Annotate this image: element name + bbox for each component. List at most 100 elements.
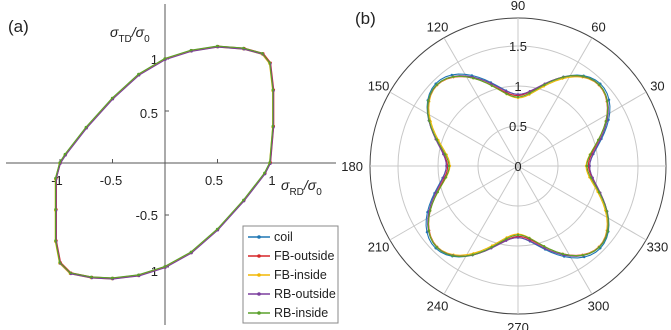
polar-point	[435, 83, 438, 86]
polar-point	[585, 164, 589, 168]
locus-point	[89, 275, 93, 279]
radial-tick-label: 1	[514, 79, 521, 94]
radial-tick-label: 0	[514, 159, 521, 174]
locus-point	[163, 57, 166, 60]
polar-point	[598, 246, 601, 249]
polar-point	[604, 120, 608, 123]
polar-point	[588, 164, 591, 168]
locus-point	[261, 52, 264, 55]
polar-spoke	[443, 165, 519, 295]
polar-point	[516, 236, 520, 239]
locus-point	[263, 171, 266, 175]
polar-point	[434, 191, 437, 194]
polar-point	[505, 237, 508, 240]
polar-point	[606, 229, 609, 233]
polar-point	[505, 92, 508, 96]
y-tick-label: 0.5	[140, 106, 158, 121]
polar-point	[605, 210, 608, 213]
polar-spoke	[517, 165, 593, 295]
polar-point	[427, 99, 430, 103]
locus-series-group	[54, 44, 276, 281]
locus-point	[242, 46, 245, 50]
locus-point	[189, 250, 193, 254]
locus-point	[271, 124, 275, 128]
polar-series-group	[425, 73, 611, 259]
polar-spoke	[389, 91, 519, 167]
polar-spoke	[517, 91, 647, 167]
locus-point	[271, 88, 275, 91]
polar-point	[588, 153, 592, 156]
legend-marker	[257, 254, 261, 258]
locus-point	[137, 273, 140, 277]
x-tick-label: 1	[268, 173, 275, 188]
locus-point	[189, 48, 193, 52]
polar-point	[606, 99, 609, 103]
locus-series-coil	[55, 45, 274, 279]
angle-tick-label: 60	[591, 20, 605, 35]
legend-label: FB-outside	[274, 249, 334, 263]
polar-point	[504, 89, 508, 93]
polar-point	[598, 83, 601, 86]
locus-point	[84, 125, 88, 129]
polar-point	[471, 253, 474, 256]
polar-point	[581, 75, 585, 78]
legend-label: FB-inside	[274, 268, 327, 282]
angle-tick-label: 240	[427, 298, 449, 313]
locus-point	[268, 161, 272, 164]
legend: coil FB-outside FB-inside RB-outside RB-insi…	[242, 225, 339, 324]
locus-point	[242, 198, 245, 202]
polar-point	[591, 176, 594, 180]
polar-grid	[369, 17, 667, 315]
locus-point	[54, 176, 57, 180]
polar-point	[436, 190, 439, 194]
locus-point	[215, 227, 219, 231]
panel-label-b: (b)	[355, 9, 376, 28]
legend-label: coil	[274, 230, 293, 244]
locus-series-RB-outside	[55, 46, 275, 280]
polar-labels: 030609012015018021024027030033000.511.5	[341, 0, 668, 330]
polar-point	[441, 176, 445, 180]
panel-label-a: (a)	[8, 17, 29, 36]
polar-point	[490, 82, 493, 85]
polar-point	[451, 75, 455, 78]
legend-marker	[257, 292, 261, 296]
polar-point	[442, 152, 445, 156]
angle-tick-label: 270	[507, 320, 529, 330]
x-axis-label: σRD/σ0	[281, 177, 322, 198]
locus-point	[163, 265, 166, 268]
locus-point	[215, 44, 219, 48]
polar-point	[581, 254, 585, 257]
polar-point	[528, 239, 532, 243]
angle-tick-label: 300	[588, 298, 610, 313]
polar-panel: (b) 030609012015018021024027030033000.51…	[341, 0, 668, 330]
legend-label: RB-outside	[274, 287, 336, 301]
polar-point	[543, 83, 546, 87]
y-axis-label: σTD/σ0	[110, 24, 150, 45]
polar-point	[435, 138, 439, 141]
locus-point	[58, 161, 61, 164]
polar-point	[427, 229, 430, 233]
locus-point	[68, 271, 72, 275]
legend-marker	[257, 235, 261, 239]
polar-point	[561, 252, 564, 256]
x-tick-label: -1	[51, 173, 63, 188]
locus-point	[268, 61, 272, 64]
polar-point	[543, 247, 546, 250]
angle-tick-label: 180	[341, 159, 363, 174]
locus-point	[54, 239, 57, 242]
polar-point	[528, 92, 531, 95]
polar-point	[445, 164, 448, 168]
polar-point	[589, 176, 592, 179]
polar-spoke	[389, 165, 519, 241]
polar-point	[516, 93, 520, 96]
polar-spoke	[517, 165, 647, 241]
radial-tick-label: 0.5	[509, 119, 527, 134]
angle-tick-label: 210	[368, 240, 390, 255]
polar-point	[472, 76, 475, 80]
yield-locus-panel: (a) σTD/σ0 σRD/σ0 -1 -0.5 0.5 1 1 0.5 -0…	[6, 4, 336, 325]
polar-point	[504, 239, 508, 242]
polar-point	[516, 233, 520, 237]
polar-point	[490, 84, 494, 87]
polar-point	[542, 245, 546, 248]
legend-label: RB-inside	[274, 306, 328, 320]
